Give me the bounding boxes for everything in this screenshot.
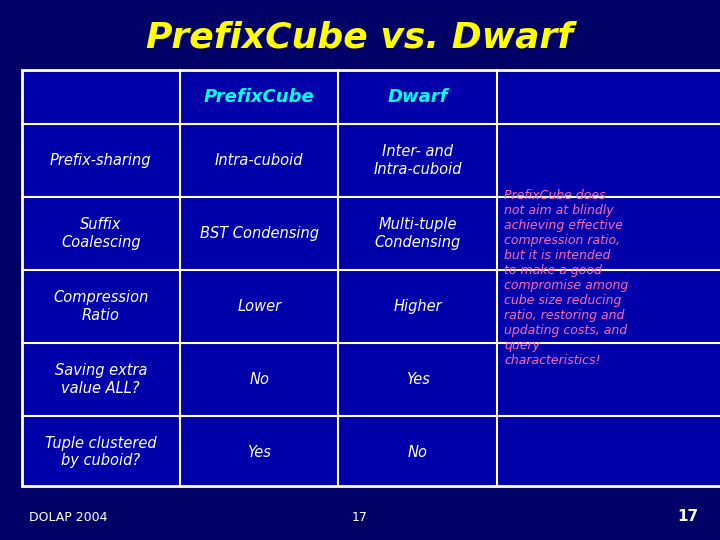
- Text: Inter- and
Intra-cuboid: Inter- and Intra-cuboid: [374, 144, 462, 177]
- Text: Saving extra
value ALL?: Saving extra value ALL?: [55, 363, 147, 395]
- Text: 17: 17: [678, 509, 698, 524]
- Text: Higher: Higher: [393, 299, 442, 314]
- Text: Dwarf: Dwarf: [387, 88, 448, 106]
- Text: Yes: Yes: [405, 372, 430, 387]
- Text: Compression
Ratio: Compression Ratio: [53, 291, 148, 322]
- Text: Suffix
Coalescing: Suffix Coalescing: [61, 217, 140, 249]
- Text: Tuple clustered
by cuboid?: Tuple clustered by cuboid?: [45, 436, 157, 469]
- Text: Lower: Lower: [237, 299, 282, 314]
- Text: No: No: [249, 372, 269, 387]
- Text: PrefixCube vs. Dwarf: PrefixCube vs. Dwarf: [146, 21, 574, 55]
- Text: 17: 17: [352, 511, 368, 524]
- Text: Yes: Yes: [247, 445, 271, 460]
- Text: PrefixCube: PrefixCube: [204, 88, 315, 106]
- Text: BST Condensing: BST Condensing: [199, 226, 319, 241]
- Text: Intra-cuboid: Intra-cuboid: [215, 153, 303, 168]
- Text: No: No: [408, 445, 428, 460]
- FancyBboxPatch shape: [22, 70, 720, 486]
- Text: PrefixCube does
not aim at blindly
achieving effective
compression ratio,
but it: PrefixCube does not aim at blindly achie…: [504, 189, 629, 367]
- Text: Prefix-sharing: Prefix-sharing: [50, 153, 151, 168]
- Text: DOLAP 2004: DOLAP 2004: [29, 511, 107, 524]
- Text: Multi-tuple
Condensing: Multi-tuple Condensing: [374, 217, 461, 249]
